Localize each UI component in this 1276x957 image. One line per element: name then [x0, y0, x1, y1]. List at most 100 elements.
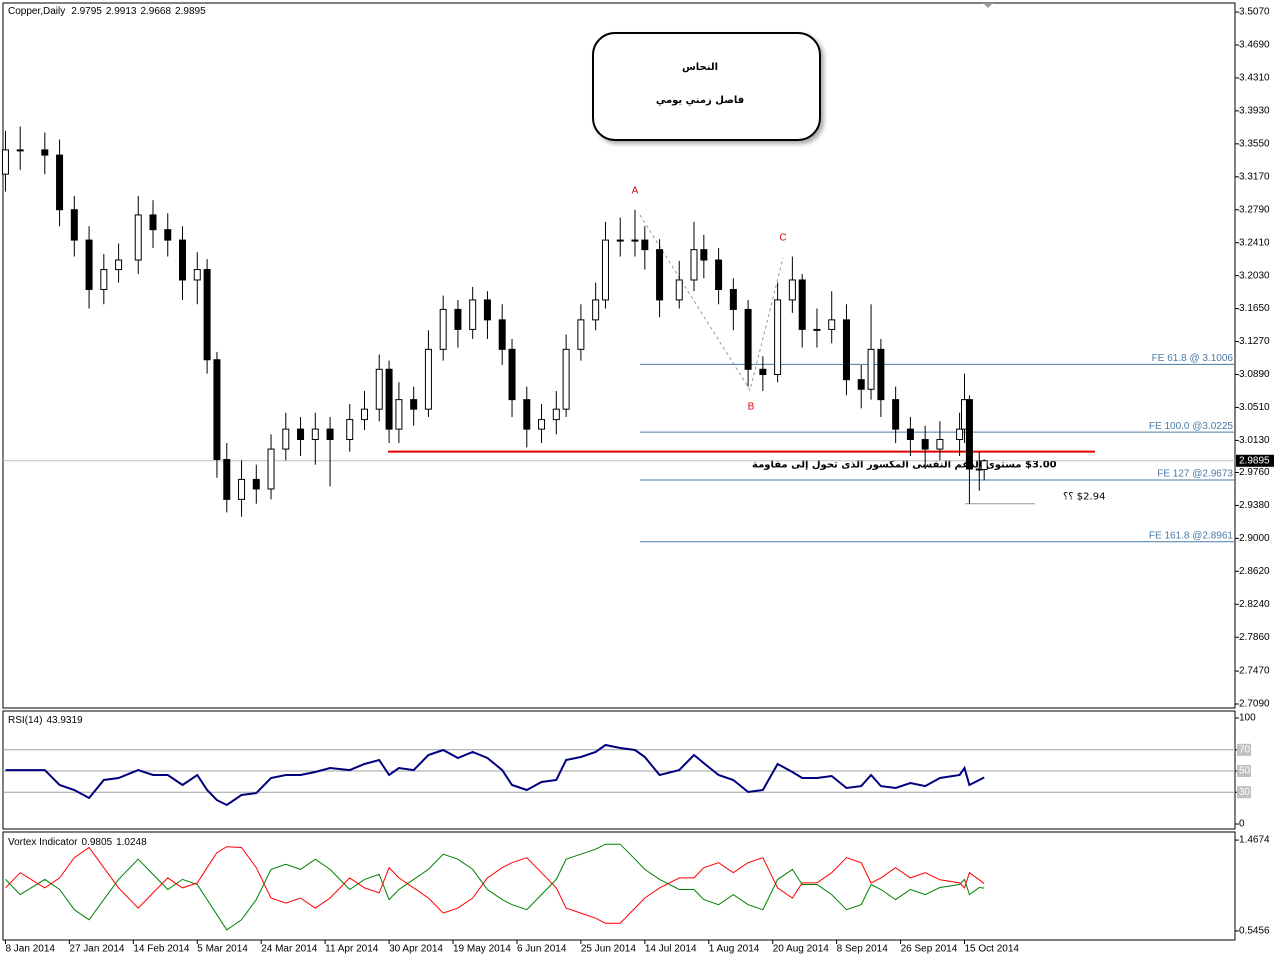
candle-body	[115, 259, 123, 271]
y-tick-label: 3.3550	[1239, 138, 1270, 149]
y-tick-label: 30	[1239, 787, 1251, 798]
candle-body	[774, 299, 782, 375]
candle-body	[788, 279, 796, 301]
x-tick-label: 25 Jun 2014	[581, 944, 636, 955]
candle-body	[828, 319, 836, 330]
candle-body	[179, 239, 187, 281]
y-tick-label: 100	[1239, 713, 1256, 724]
candle-body	[70, 209, 78, 241]
y-tick-label: 3.0890	[1239, 369, 1270, 380]
candle-body	[813, 328, 821, 331]
symbol: Copper,Daily	[8, 6, 65, 17]
x-tick-label: 27 Jan 2014	[69, 944, 124, 955]
candle-body	[592, 299, 600, 321]
rsi-panel	[2, 710, 1236, 830]
fe-label: FE 100.0 @3.0225	[1149, 421, 1234, 432]
candle-body	[395, 399, 403, 430]
candle-body	[483, 299, 491, 321]
candle-body	[164, 229, 172, 241]
indicator-line	[5, 846, 985, 924]
candle-body	[193, 269, 201, 281]
candle-body	[965, 399, 973, 470]
level-label-bg	[1237, 786, 1251, 799]
candle-body	[877, 348, 885, 401]
y-tick-label: 2.9000	[1239, 533, 1270, 544]
candle-body	[956, 428, 964, 441]
candle-body	[921, 439, 929, 450]
candle-body	[311, 428, 319, 441]
candle-body	[326, 428, 334, 441]
wave-label: B	[748, 402, 755, 413]
level-label-bg	[1237, 765, 1251, 778]
vortex-header: Vortex Indicator 0.9805 1.0248	[8, 837, 147, 848]
candle-body	[562, 348, 570, 410]
x-tick-label: 14 Feb 2014	[133, 944, 190, 955]
fe-label: FE 161.8 @2.8961	[1149, 530, 1234, 541]
x-tick-label: 6 Jun 2014	[517, 944, 567, 955]
y-tick-label: 3.1650	[1239, 303, 1270, 314]
candle-body	[100, 269, 108, 291]
y-tick-label: 2.8620	[1239, 566, 1270, 577]
y-tick-label: 3.1270	[1239, 336, 1270, 347]
candle-body	[252, 478, 260, 490]
x-tick-label: 8 Sep 2014	[837, 944, 889, 955]
indicator-line	[5, 743, 985, 807]
abc-lines	[639, 214, 784, 392]
y-tick-label: 3.4310	[1239, 73, 1270, 84]
header-open: 2.9795	[71, 6, 102, 17]
candle-body	[798, 279, 806, 330]
candle-body	[238, 478, 246, 500]
candle-body	[892, 399, 900, 430]
candle-body	[385, 368, 393, 430]
candle-body	[980, 460, 988, 470]
candle-body	[149, 214, 157, 231]
candle-body	[656, 249, 664, 301]
x-tick-label: 26 Sep 2014	[901, 944, 958, 955]
y-tick-label: 3.0510	[1239, 402, 1270, 413]
y-tick-label: 0.5456	[1239, 926, 1270, 937]
candle-body	[906, 428, 914, 441]
header-low: 2.9668	[140, 6, 171, 17]
y-tick-label: 2.9760	[1239, 467, 1270, 478]
candle-body	[498, 319, 506, 350]
candle-body	[424, 348, 432, 410]
vortex-panel	[2, 831, 1236, 941]
y-tick-label: 2.8240	[1239, 599, 1270, 610]
candle-body	[297, 428, 305, 441]
fe-label: FE 127 @2.9673	[1157, 469, 1233, 480]
candle-body	[523, 399, 531, 430]
candle-body	[469, 299, 477, 330]
x-tick-label: 20 Aug 2014	[773, 944, 830, 955]
price-header: Copper,Daily 2.9795 2.9913 2.9668 2.9895	[8, 6, 206, 17]
shift-marker	[983, 3, 993, 8]
rsi-last: 43.9319	[46, 715, 83, 726]
x-tick-label: 1 Aug 2014	[709, 944, 760, 955]
y-tick-label: 2.7860	[1239, 632, 1270, 643]
y-tick-label: 3.2410	[1239, 237, 1270, 248]
candle-body	[538, 419, 546, 430]
candle-body	[729, 289, 737, 310]
y-tick-label: 50	[1239, 766, 1251, 777]
candle-body	[134, 214, 142, 261]
y-tick-label: 1.4674	[1239, 835, 1270, 846]
candle-body	[1, 149, 9, 175]
candle-body	[508, 348, 516, 401]
rsi-title: RSI(14)	[8, 715, 42, 726]
current-price-bg	[1236, 454, 1274, 467]
box-title-line: فاصل زمني يومي	[656, 95, 744, 106]
candle-body	[842, 319, 850, 381]
vi-plus-last: 0.9805	[81, 837, 112, 848]
candle-body	[203, 269, 211, 361]
level-label-bg	[1237, 743, 1251, 756]
x-tick-label: 5 Mar 2014	[197, 944, 248, 955]
y-tick-label: 0	[1239, 819, 1245, 830]
candle-body	[213, 359, 221, 460]
candle-body	[759, 368, 767, 375]
y-tick-label: 3.2030	[1239, 270, 1270, 281]
candle-body	[410, 399, 418, 410]
candle-body	[675, 279, 683, 301]
candle-body	[715, 259, 723, 291]
wave-label: C	[779, 233, 786, 244]
x-tick-label: 15 Oct 2014	[965, 944, 1020, 955]
